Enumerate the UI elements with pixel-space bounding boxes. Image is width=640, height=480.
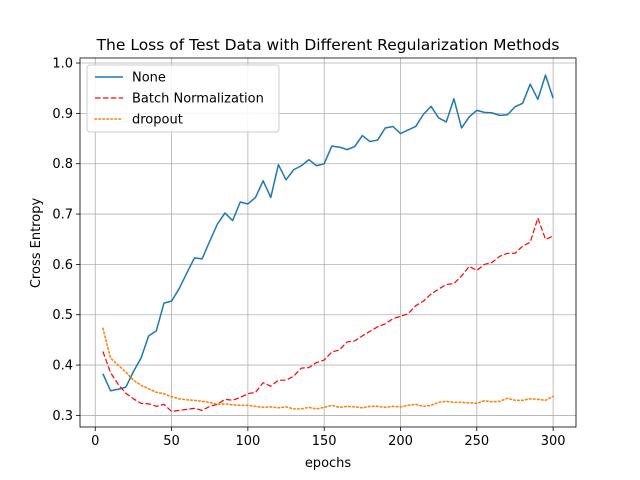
y-tick-label: 0.8 <box>52 157 73 172</box>
y-tick-label: 0.7 <box>52 208 73 223</box>
plot-frame <box>79 57 577 428</box>
series-line-batch-normalization <box>102 217 554 412</box>
y-axis-title: Cross Entropy <box>29 198 44 289</box>
y-tick-label: 1.0 <box>52 57 73 72</box>
legend-box <box>86 64 280 133</box>
x-tick-label: 300 <box>541 434 566 449</box>
axes: 0 50 100 150 200 250 300 0.3 0.4 0.5 0.6 0.7 0.8 0.9 1… <box>52 57 577 449</box>
x-axis-title: epochs <box>305 456 352 471</box>
legend: None Batch Normalization dropout <box>86 64 280 133</box>
y-tick-label: 0.9 <box>52 107 73 122</box>
legend-label: dropout <box>132 113 183 128</box>
plot-area <box>102 74 554 412</box>
x-tick-label: 50 <box>163 434 180 449</box>
y-tick-label: 0.6 <box>52 258 73 273</box>
series-line-none <box>102 74 554 392</box>
chart-title: The Loss of Test Data with Different Reg… <box>96 36 560 54</box>
y-tick-label: 0.5 <box>52 308 73 323</box>
y-tick-label: 0.4 <box>52 359 73 374</box>
x-tick-label: 150 <box>312 434 337 449</box>
x-tick-label: 250 <box>464 434 489 449</box>
x-tick-label: 0 <box>91 434 99 449</box>
legend-label: None <box>132 71 166 86</box>
legend-label: Batch Normalization <box>132 92 264 107</box>
y-tick-label: 0.3 <box>52 409 73 424</box>
x-tick-label: 200 <box>388 434 413 449</box>
x-tick-label: 100 <box>235 434 260 449</box>
